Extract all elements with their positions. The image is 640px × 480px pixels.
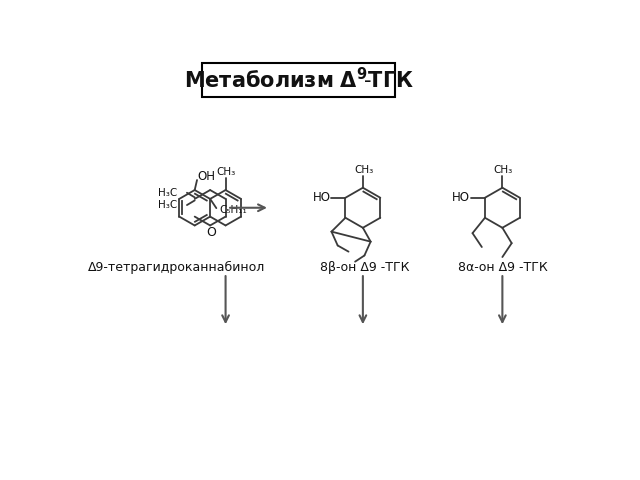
Text: 8α-он Δ9 -ТГК: 8α-он Δ9 -ТГК [458,261,548,274]
Text: H₃C: H₃C [159,188,178,198]
Text: $\mathit{\mathbf{Метаболизм\ \Delta^9\!\text{-}\!ТГК}}$: $\mathit{\mathbf{Метаболизм\ \Delta^9\!\… [184,67,413,93]
Text: CH₃: CH₃ [354,165,373,175]
Text: HO: HO [452,191,470,204]
FancyBboxPatch shape [202,63,396,97]
Text: CH₃: CH₃ [216,167,235,177]
Text: CH₃: CH₃ [493,165,513,175]
Text: Δ9-тетрагидроканнабинол: Δ9-тетрагидроканнабинол [88,261,265,275]
Text: O: O [207,226,216,239]
Text: H₃C: H₃C [159,200,178,210]
Text: 8β-он Δ9 -ТГК: 8β-он Δ9 -ТГК [320,261,410,274]
Text: OH: OH [197,170,215,183]
Text: HO: HO [312,191,330,204]
Text: C₅H₁₁: C₅H₁₁ [220,205,247,216]
